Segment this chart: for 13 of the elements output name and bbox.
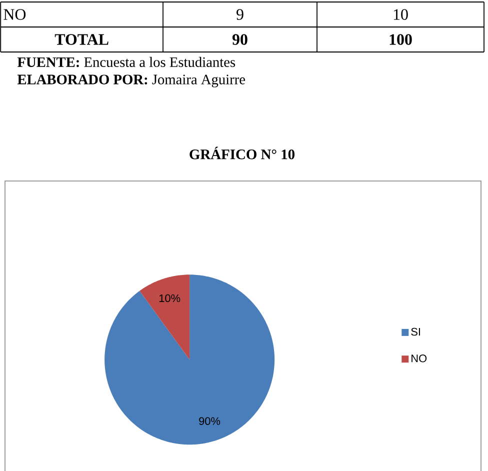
text: FUENTE: Encuesta a los Estudiantes [17, 56, 236, 68]
text: TOTAL [54, 34, 108, 45]
text: 9 [236, 9, 244, 20]
legend-label: NO [412, 354, 427, 362]
text: NO [4, 9, 26, 20]
legend-label: SI [411, 328, 420, 336]
text: 10 [394, 9, 408, 20]
text: 90 [232, 34, 248, 45]
data-label: 90% [199, 417, 220, 425]
data-label: 10% [159, 294, 180, 302]
text: 100 [390, 34, 412, 45]
chart-title: GRÁFICO N° 10 [190, 146, 294, 160]
text: ELABORADO POR: Jomaira Aguirre [17, 74, 246, 88]
